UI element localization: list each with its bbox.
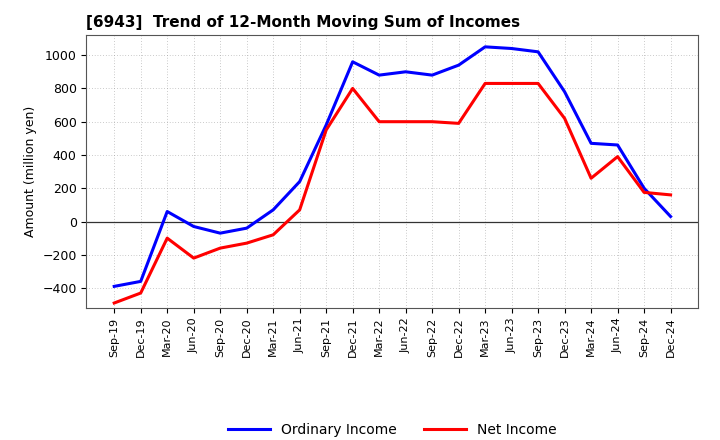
Ordinary Income <box>587 141 595 146</box>
Ordinary Income <box>613 143 622 148</box>
Text: [6943]  Trend of 12-Month Moving Sum of Incomes: [6943] Trend of 12-Month Moving Sum of I… <box>86 15 521 30</box>
Net Income <box>295 207 304 213</box>
Ordinary Income <box>322 122 330 128</box>
Ordinary Income <box>481 44 490 49</box>
Ordinary Income <box>243 226 251 231</box>
Ordinary Income <box>454 62 463 68</box>
Ordinary Income <box>216 231 225 236</box>
Ordinary Income <box>136 279 145 284</box>
Net Income <box>481 81 490 86</box>
Ordinary Income <box>348 59 357 64</box>
Legend: Ordinary Income, Net Income: Ordinary Income, Net Income <box>222 418 562 440</box>
Net Income <box>401 119 410 125</box>
Net Income <box>428 119 436 125</box>
Ordinary Income <box>189 224 198 229</box>
Net Income <box>613 154 622 159</box>
Line: Net Income: Net Income <box>114 84 670 303</box>
Line: Ordinary Income: Ordinary Income <box>114 47 670 286</box>
Net Income <box>640 190 649 195</box>
Net Income <box>136 290 145 296</box>
Ordinary Income <box>163 209 171 214</box>
Net Income <box>666 192 675 198</box>
Net Income <box>322 127 330 132</box>
Net Income <box>269 232 277 238</box>
Ordinary Income <box>560 89 569 95</box>
Ordinary Income <box>110 284 119 289</box>
Net Income <box>375 119 384 125</box>
Net Income <box>163 235 171 241</box>
Ordinary Income <box>534 49 542 55</box>
Ordinary Income <box>666 214 675 219</box>
Ordinary Income <box>640 186 649 191</box>
Ordinary Income <box>508 46 516 51</box>
Ordinary Income <box>428 73 436 78</box>
Ordinary Income <box>375 73 384 78</box>
Net Income <box>189 256 198 261</box>
Net Income <box>560 116 569 121</box>
Ordinary Income <box>295 179 304 184</box>
Net Income <box>454 121 463 126</box>
Net Income <box>534 81 542 86</box>
Net Income <box>587 176 595 181</box>
Ordinary Income <box>269 207 277 213</box>
Net Income <box>216 246 225 251</box>
Y-axis label: Amount (million yen): Amount (million yen) <box>24 106 37 237</box>
Net Income <box>348 86 357 91</box>
Net Income <box>508 81 516 86</box>
Net Income <box>110 301 119 306</box>
Ordinary Income <box>401 69 410 74</box>
Net Income <box>243 241 251 246</box>
